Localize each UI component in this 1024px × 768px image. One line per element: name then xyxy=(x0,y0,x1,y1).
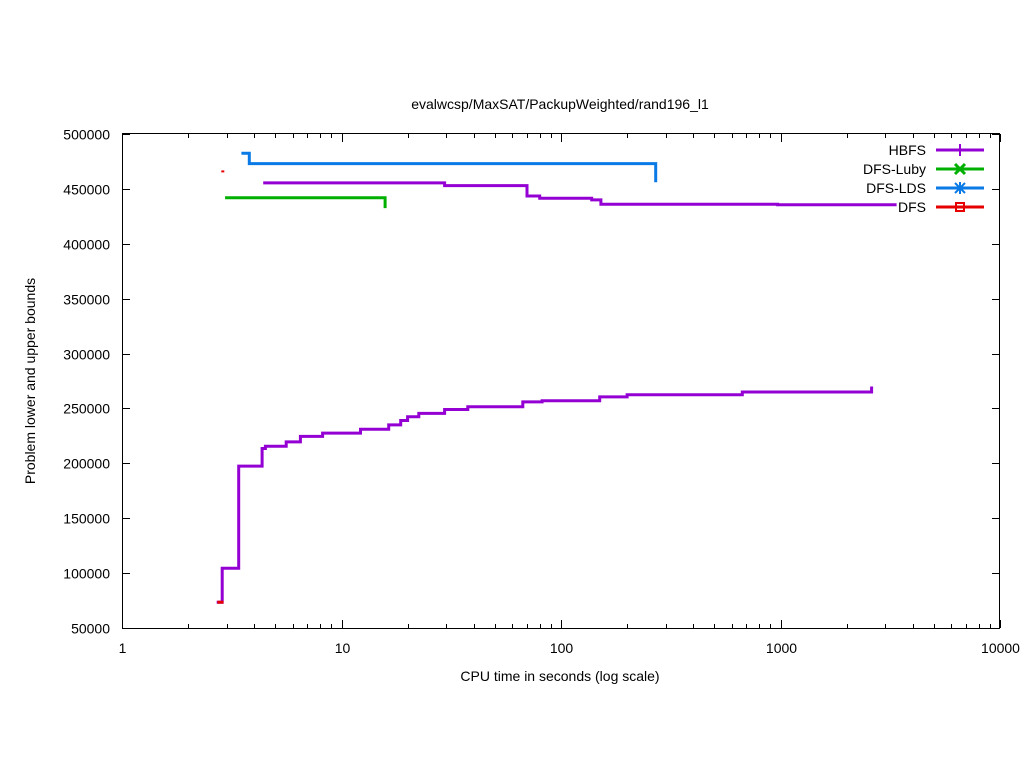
legend-marker-dfs-lds xyxy=(954,182,966,194)
y-axis-label: Problem lower and upper bounds xyxy=(22,278,38,484)
x-tick-label: 10000 xyxy=(981,640,1020,656)
y-tick-label: 400000 xyxy=(63,237,110,253)
legend-label-hbfs: HBFS xyxy=(889,142,926,158)
y-tick-label: 100000 xyxy=(63,566,110,582)
chart-title: evalwcsp/MaxSAT/PackupWeighted/rand196_l… xyxy=(411,96,709,112)
series-line-dfs-lds xyxy=(241,151,658,183)
series-line-hbfs xyxy=(216,386,874,604)
y-tick-label: 500000 xyxy=(63,127,110,143)
y-tick-label: 50000 xyxy=(71,621,110,637)
legend: HBFS DFS-Luby DFS-LDS DFS xyxy=(863,142,984,215)
y-tick-label: 350000 xyxy=(63,292,110,308)
legend-label-dfs-lds: DFS-LDS xyxy=(866,180,926,196)
series-lines xyxy=(216,151,897,604)
plot-frame xyxy=(122,133,1000,629)
legend-marker-dfs xyxy=(955,202,965,212)
legend-label-dfs: DFS xyxy=(898,199,926,215)
series-line-hbfs xyxy=(263,181,897,207)
axis-ticks: 50000 100000 150000 200000 250000 300000 35000… xyxy=(63,127,1020,657)
y-tick-label: 200000 xyxy=(63,456,110,472)
x-tick-label: 1000 xyxy=(766,640,797,656)
x-axis-label: CPU time in seconds (log scale) xyxy=(460,668,659,684)
y-tick-label: 450000 xyxy=(63,182,110,198)
legend-marker-dfs-luby xyxy=(953,162,967,176)
x-tick-label: 100 xyxy=(550,640,574,656)
series-line-dfs-luby xyxy=(225,196,387,209)
x-tick-label: 1 xyxy=(119,640,127,656)
legend-marker-hbfs xyxy=(954,144,966,156)
y-tick-label: 250000 xyxy=(63,401,110,417)
legend-label-dfs-luby: DFS-Luby xyxy=(863,161,926,177)
y-tick-label: 150000 xyxy=(63,511,110,527)
x-tick-label: 10 xyxy=(335,640,351,656)
y-tick-label: 300000 xyxy=(63,347,110,363)
